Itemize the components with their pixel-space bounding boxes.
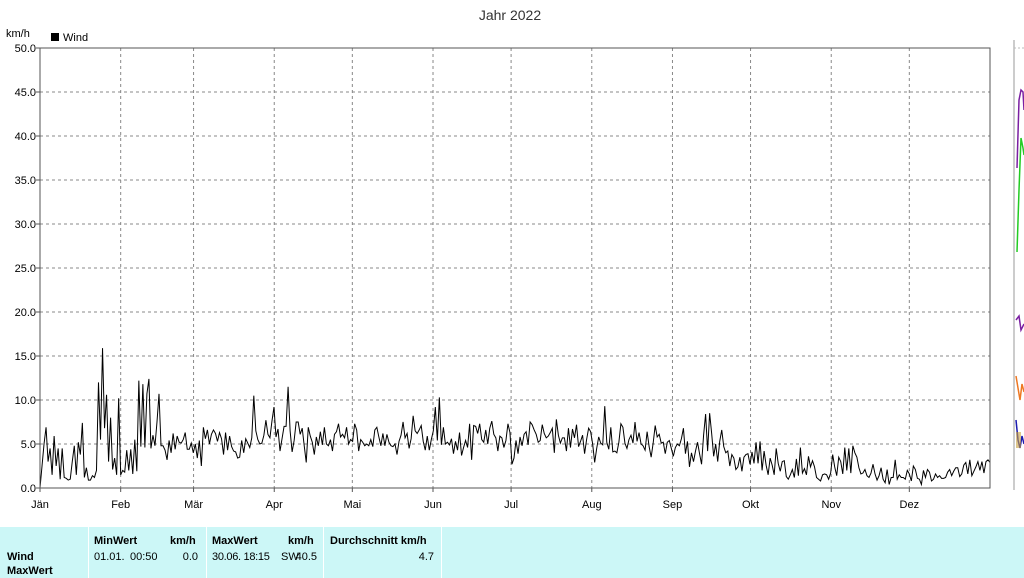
- x-tick-label: Dez: [900, 499, 920, 511]
- x-tick-label: Aug: [582, 499, 602, 511]
- statistics-table: Wind MaxWert MinWert km/h 01.01. 00:50 0…: [0, 527, 1024, 578]
- max-direction: SW: [281, 551, 299, 563]
- x-tick-label: Nov: [821, 499, 841, 511]
- y-tick-label: 10.0: [15, 395, 36, 407]
- max-value: 40.5: [295, 551, 317, 563]
- max-datetime: 30.06. 18:15: [212, 551, 270, 563]
- strip-line-purple: [1016, 88, 1024, 169]
- row-label-wind: Wind: [7, 551, 34, 563]
- strip-line-green: [1016, 137, 1024, 253]
- y-tick-label: 25.0: [15, 263, 36, 275]
- min-value: 0.0: [182, 551, 198, 563]
- min-time: 00:50: [130, 551, 158, 563]
- row-label-maxwert: MaxWert: [7, 565, 53, 577]
- max-unit-header: km/h: [288, 535, 314, 547]
- strip-line-purple-2: [1015, 314, 1024, 333]
- x-tick-label: Okt: [742, 499, 759, 511]
- legend-label: Wind: [63, 32, 88, 44]
- y-tick-label: 5.0: [21, 439, 36, 451]
- min-date: 01.01.: [94, 551, 125, 563]
- x-tick-label: Feb: [111, 499, 130, 511]
- series-line-wind: [39, 348, 991, 489]
- x-tick-label: Mai: [343, 499, 361, 511]
- strip-block-tan: [1016, 432, 1021, 448]
- y-tick-label: 30.0: [15, 219, 36, 231]
- y-tick-label: 20.0: [15, 307, 36, 319]
- average-header: Durchschnitt km/h: [330, 535, 427, 547]
- min-unit-header: km/h: [170, 535, 196, 547]
- legend-swatch: [51, 33, 59, 41]
- adjacent-chart-strip: [1013, 40, 1024, 490]
- x-tick-label: Jun: [424, 499, 442, 511]
- table-divider: [323, 527, 324, 578]
- average-value: 4.7: [418, 551, 434, 563]
- wind-chart: Jahr 2022 km/h Wind 0.0 5.0 10.0 15.0 20.0 25…: [6, 7, 991, 511]
- y-tick-label: 35.0: [15, 175, 36, 187]
- min-header: MinWert: [94, 535, 138, 547]
- y-tick-label: 40.0: [15, 131, 36, 143]
- x-tick-label: Jän: [31, 499, 49, 511]
- table-divider: [88, 527, 89, 578]
- y-tick-label: 15.0: [15, 351, 36, 363]
- chart-title: Jahr 2022: [479, 7, 541, 23]
- y-tick-label: 50.0: [15, 43, 36, 55]
- table-divider: [206, 527, 207, 578]
- x-tick-label: Mär: [184, 499, 203, 511]
- x-tick-label: Jul: [504, 499, 518, 511]
- y-tick-label: 0.0: [21, 483, 36, 495]
- y-tick-label: 45.0: [15, 87, 36, 99]
- max-header: MaxWert: [212, 535, 258, 547]
- table-divider: [441, 527, 442, 578]
- strip-line-orange: [1015, 375, 1024, 401]
- plot-area-frame: [39, 47, 991, 489]
- x-tick-label: Sep: [663, 499, 683, 511]
- y-axis-unit-label: km/h: [6, 28, 30, 40]
- x-tick-label: Apr: [266, 499, 283, 511]
